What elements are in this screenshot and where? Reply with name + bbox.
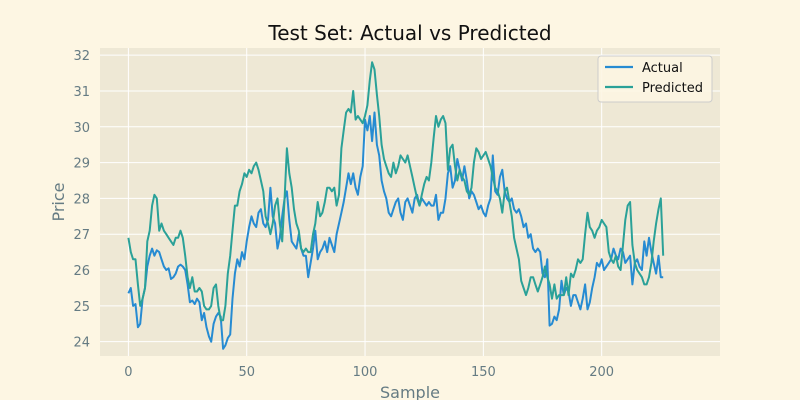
series-line-actual: [127, 111, 664, 350]
x-tick-label: 150: [471, 365, 496, 380]
y-tick-label: 28: [73, 192, 90, 207]
y-tick-label: 31: [73, 85, 90, 100]
y-tick-label: 24: [73, 336, 90, 351]
x-axis-label: Sample: [380, 383, 440, 400]
series-line-predicted: [127, 61, 665, 322]
tick-labels: 0 50 100 150 200 24 25 26 27 28 29 30 31 32: [73, 49, 614, 380]
x-tick-label: 0: [124, 365, 132, 380]
legend-label-actual: Actual: [642, 61, 683, 76]
legend: Actual Predicted: [597, 55, 713, 103]
y-tick-label: 25: [73, 300, 90, 315]
y-tick-label: 29: [73, 157, 90, 172]
series-layer: [127, 61, 665, 350]
chart-title: Test Set: Actual vs Predicted: [267, 21, 551, 45]
y-tick-label: 27: [73, 228, 90, 243]
legend-label-predicted: Predicted: [642, 81, 703, 96]
y-tick-label: 30: [73, 121, 90, 136]
x-tick-label: 100: [353, 365, 378, 380]
y-tick-label: 32: [73, 49, 90, 64]
y-tick-label: 26: [73, 264, 90, 279]
x-tick-label: 200: [589, 365, 614, 380]
y-axis-label: Price: [49, 182, 68, 221]
x-tick-label: 50: [238, 365, 255, 380]
